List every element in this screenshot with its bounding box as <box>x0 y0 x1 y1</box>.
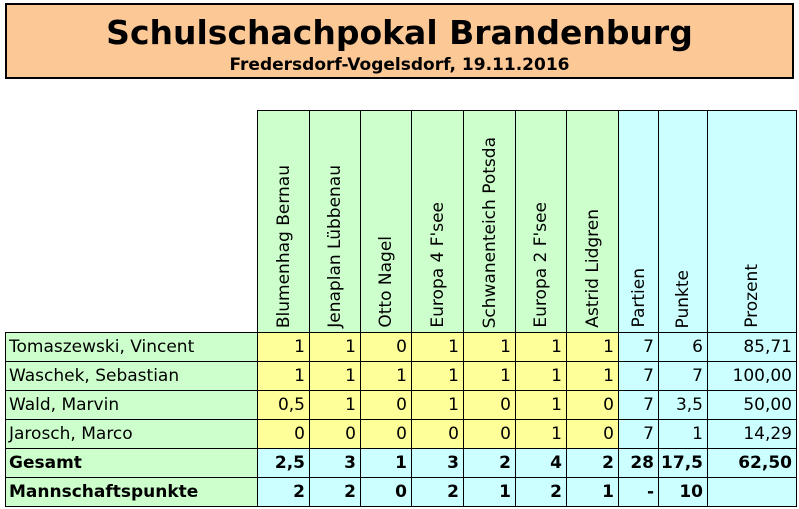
total-punkte-cell: 17,5 <box>658 448 708 478</box>
corner-cell <box>6 111 258 333</box>
opponent-label: Blumenhag Bernau <box>273 164 294 328</box>
total-score-cell: 4 <box>515 448 567 478</box>
table-row: Tomaszewski, Vincent 1 1 0 1 1 1 1 7 6 8… <box>5 332 797 362</box>
opponent-header: Europa 4 F'see <box>411 110 464 333</box>
team-points-row: Mannschaftspunkte 2 2 0 2 1 2 1 - 10 <box>5 477 797 507</box>
player-name: Wald, Marvin <box>5 390 258 420</box>
page-subtitle: Fredersdorf-Vogelsdorf, 19.11.2016 <box>229 55 570 75</box>
opponent-header: Jenaplan Lübbenau <box>309 110 361 333</box>
table-row: Wald, Marvin 0,5 1 0 1 0 1 0 7 3,5 50,00 <box>5 390 797 420</box>
total-score-cell: 2 <box>566 448 619 478</box>
score-cell: 0 <box>360 332 412 362</box>
prozent-cell: 85,71 <box>707 332 797 362</box>
player-name: Tomaszewski, Vincent <box>5 332 258 362</box>
prozent-cell: 14,29 <box>707 419 797 449</box>
table-row: Waschek, Sebastian 1 1 1 1 1 1 1 7 7 100… <box>5 361 797 391</box>
team-points-prozent-cell <box>707 477 797 507</box>
total-row: Gesamt 2,5 3 1 3 2 4 2 28 17,5 62,50 <box>5 448 797 478</box>
opponent-label: Jenaplan Lübbenau <box>325 165 345 328</box>
score-cell: 1 <box>309 332 361 362</box>
opponent-label: Europa 2 F'see <box>531 202 551 328</box>
score-cell: 0 <box>309 419 361 449</box>
total-score-cell: 1 <box>360 448 412 478</box>
punkte-header: Punkte <box>658 110 708 333</box>
partien-cell: 7 <box>618 419 659 449</box>
table-row: Jarosch, Marco 0 0 0 0 0 1 0 7 1 14,29 <box>5 419 797 449</box>
opponent-label: Otto Nagel <box>376 236 396 328</box>
stat-label: Prozent <box>742 264 762 328</box>
header-row: Blumenhag Bernau Jenaplan Lübbenau Otto … <box>6 110 797 333</box>
score-cell: 0 <box>257 419 310 449</box>
total-score-cell: 2 <box>463 448 516 478</box>
total-score-cell: 3 <box>411 448 464 478</box>
opponent-label: Astrid Lidgren <box>582 209 603 328</box>
prozent-cell: 50,00 <box>707 390 797 420</box>
total-score-cell: 3 <box>309 448 361 478</box>
title-banner: Schulschachpokal Brandenburg Fredersdorf… <box>5 3 794 79</box>
score-cell: 1 <box>515 419 567 449</box>
punkte-cell: 3,5 <box>658 390 708 420</box>
score-cell: 0 <box>566 419 619 449</box>
team-points-cell: 2 <box>411 477 464 507</box>
score-cell: 1 <box>463 361 516 391</box>
opponent-header: Schwanenteich Potsda <box>463 110 516 333</box>
score-cell: 0 <box>463 390 516 420</box>
prozent-cell: 100,00 <box>707 361 797 391</box>
team-points-cell: 1 <box>463 477 516 507</box>
score-cell: 1 <box>566 332 619 362</box>
score-cell: 1 <box>411 361 464 391</box>
partien-cell: 7 <box>618 332 659 362</box>
score-cell: 0 <box>463 419 516 449</box>
partien-cell: 7 <box>618 361 659 391</box>
score-cell: 1 <box>309 390 361 420</box>
team-points-partien-cell: - <box>618 477 659 507</box>
partien-header: Partien <box>618 110 659 333</box>
stat-label: Punkte <box>673 269 693 328</box>
score-cell: 1 <box>411 390 464 420</box>
score-cell: 1 <box>309 361 361 391</box>
prozent-header: Prozent <box>707 110 797 333</box>
team-points-cell: 2 <box>309 477 361 507</box>
opponent-label: Schwanenteich Potsda <box>479 136 500 328</box>
punkte-cell: 1 <box>658 419 708 449</box>
team-points-label: Mannschaftspunkte <box>5 477 258 507</box>
player-name: Jarosch, Marco <box>5 419 258 449</box>
score-cell: 0 <box>360 419 412 449</box>
opponent-label: Europa 4 F'see <box>427 202 448 328</box>
partien-cell: 7 <box>618 390 659 420</box>
score-cell: 1 <box>515 361 567 391</box>
total-prozent-cell: 62,50 <box>707 448 797 478</box>
score-cell: 1 <box>360 361 412 391</box>
stat-label: Partien <box>628 268 649 328</box>
score-cell: 1 <box>515 332 567 362</box>
punkte-cell: 7 <box>658 361 708 391</box>
results-table: Blumenhag Bernau Jenaplan Lübbenau Otto … <box>5 110 797 507</box>
score-cell: 1 <box>463 332 516 362</box>
punkte-cell: 6 <box>658 332 708 362</box>
team-points-cell: 0 <box>360 477 412 507</box>
score-cell: 1 <box>257 361 310 391</box>
score-cell: 1 <box>257 332 310 362</box>
score-cell: 0 <box>411 419 464 449</box>
total-partien-cell: 28 <box>618 448 659 478</box>
team-points-cell: 2 <box>257 477 310 507</box>
total-label: Gesamt <box>5 448 258 478</box>
team-points-cell: 2 <box>515 477 567 507</box>
page-title: Schulschachpokal Brandenburg <box>106 13 693 52</box>
score-cell: 0,5 <box>257 390 310 420</box>
total-score-cell: 2,5 <box>257 448 310 478</box>
opponent-header: Blumenhag Bernau <box>257 110 310 333</box>
score-cell: 1 <box>566 361 619 391</box>
score-cell: 1 <box>515 390 567 420</box>
score-cell: 1 <box>411 332 464 362</box>
opponent-header: Astrid Lidgren <box>566 110 619 333</box>
team-points-total-cell: 10 <box>658 477 708 507</box>
score-cell: 0 <box>360 390 412 420</box>
player-name: Waschek, Sebastian <box>5 361 258 391</box>
score-cell: 0 <box>566 390 619 420</box>
team-points-cell: 1 <box>566 477 619 507</box>
opponent-header: Europa 2 F'see <box>515 110 567 333</box>
opponent-header: Otto Nagel <box>360 110 412 333</box>
